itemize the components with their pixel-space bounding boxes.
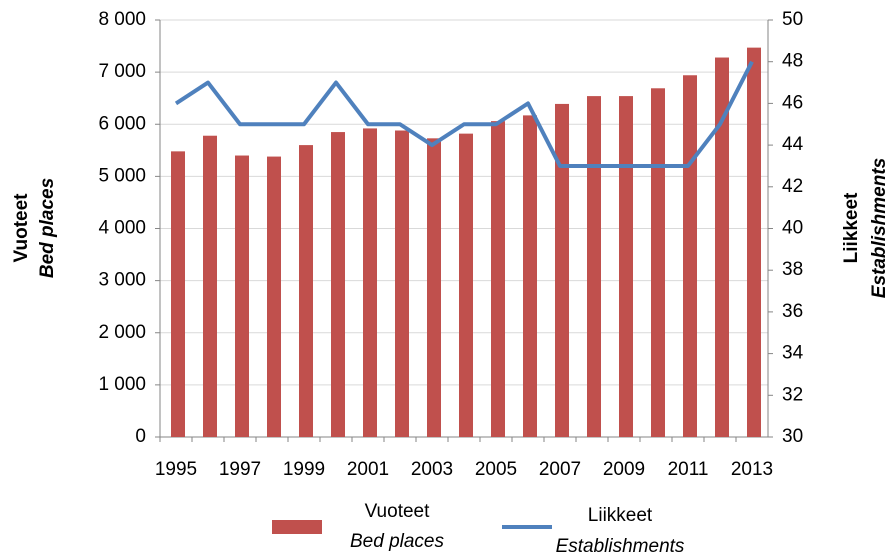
bar bbox=[619, 96, 633, 437]
y-tick-label: 5 000 bbox=[98, 165, 146, 186]
x-tick-label: 1997 bbox=[219, 459, 261, 480]
y2-tick-label: 36 bbox=[782, 301, 803, 322]
y2-axis-subtitle: Establishments bbox=[869, 158, 890, 298]
y2-tick-label: 30 bbox=[782, 426, 803, 447]
bar bbox=[427, 138, 441, 438]
y2-tick-label: 44 bbox=[782, 134, 804, 155]
x-tick-label: 2009 bbox=[603, 459, 645, 480]
y2-tick-label: 34 bbox=[782, 343, 804, 364]
legend-label: Liikkeet bbox=[588, 505, 653, 526]
bar bbox=[683, 75, 697, 437]
bar bbox=[491, 121, 505, 437]
x-tick-label: 2007 bbox=[539, 459, 581, 480]
bar bbox=[171, 151, 185, 438]
bar bbox=[203, 135, 217, 437]
legend-sublabel: Bed places bbox=[350, 531, 445, 552]
x-tick-label: 1999 bbox=[283, 459, 325, 480]
x-tick-label: 2013 bbox=[731, 459, 773, 480]
x-tick-label: 2001 bbox=[347, 459, 389, 480]
legend-label: Vuoteet bbox=[365, 501, 431, 522]
y-tick-label: 7 000 bbox=[98, 61, 146, 82]
y2-axis-title: Liikkeet bbox=[841, 192, 862, 263]
bar bbox=[267, 156, 281, 437]
bar bbox=[331, 132, 345, 437]
y2-tick-label: 32 bbox=[782, 384, 803, 405]
y-tick-label: 0 bbox=[135, 426, 146, 447]
bar bbox=[235, 155, 249, 437]
bar bbox=[747, 47, 761, 437]
y-tick-label: 1 000 bbox=[98, 374, 146, 395]
bar bbox=[523, 115, 537, 438]
bar bbox=[555, 103, 569, 437]
y-tick-label: 3 000 bbox=[98, 270, 146, 291]
y2-tick-label: 50 bbox=[782, 9, 803, 30]
x-tick-label: 1995 bbox=[155, 459, 197, 480]
bar bbox=[363, 128, 377, 438]
x-tick-label: 2003 bbox=[411, 459, 453, 480]
bar bbox=[395, 130, 409, 437]
y2-tick-label: 48 bbox=[782, 51, 803, 72]
bar bbox=[299, 145, 313, 437]
line bbox=[174, 60, 754, 168]
bar bbox=[587, 96, 601, 437]
legend-sublabel: Establishments bbox=[556, 536, 685, 557]
bar bbox=[459, 133, 473, 437]
bar bbox=[651, 88, 665, 437]
bar bbox=[715, 57, 729, 437]
y-tick-label: 2 000 bbox=[98, 322, 146, 343]
x-tick-label: 2011 bbox=[668, 459, 709, 480]
y-tick-label: 6 000 bbox=[98, 113, 146, 134]
y-tick-label: 4 000 bbox=[98, 218, 146, 239]
y-axis-subtitle: Bed places bbox=[37, 178, 58, 278]
y2-tick-label: 40 bbox=[782, 218, 803, 239]
y-axis-title: Vuoteet bbox=[11, 193, 32, 263]
x-tick-label: 2005 bbox=[475, 459, 517, 480]
legend-swatch bbox=[272, 520, 322, 534]
y2-tick-label: 38 bbox=[782, 259, 803, 280]
y-tick-label: 8 000 bbox=[98, 9, 146, 30]
y2-tick-label: 42 bbox=[782, 176, 803, 197]
y2-tick-label: 46 bbox=[782, 92, 803, 113]
